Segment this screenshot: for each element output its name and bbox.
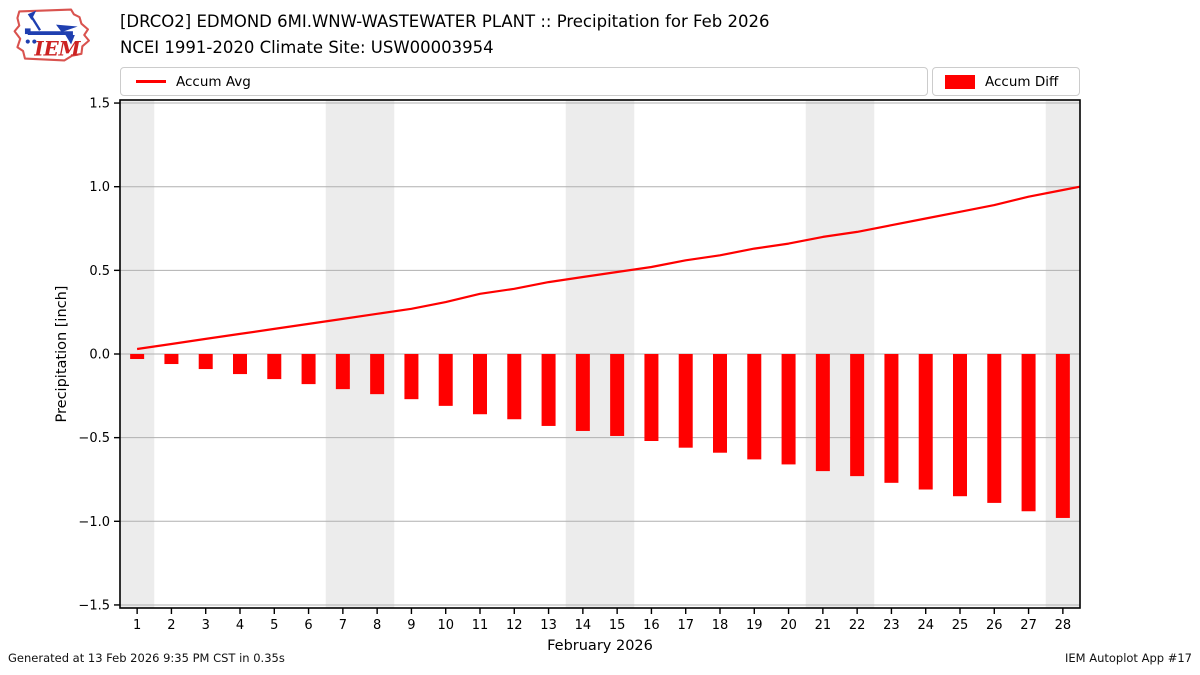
x-tick-label: 12 <box>506 618 523 633</box>
x-tick-label: 16 <box>643 618 660 633</box>
accum-avg-line-swatch-icon <box>136 80 166 83</box>
accum-diff-bar <box>884 354 899 483</box>
accum-diff-bar <box>713 354 727 453</box>
generated-timestamp: Generated at 13 Feb 2026 9:35 PM CST in … <box>8 651 285 665</box>
x-tick-label: 26 <box>986 618 1003 633</box>
x-tick-label: 18 <box>712 618 729 633</box>
accum-diff-bar <box>267 354 282 380</box>
accum-diff-bar-swatch-icon <box>945 74 975 89</box>
accum-diff-bar <box>1021 354 1036 512</box>
weather-vane-icon <box>24 10 78 45</box>
accum-diff-bar <box>404 354 419 400</box>
accum-diff-bar <box>370 354 385 395</box>
accum-diff-bar <box>747 354 762 460</box>
x-tick-label: 25 <box>952 618 969 633</box>
accum-diff-bar <box>850 354 865 477</box>
x-tick-label: 23 <box>883 618 900 633</box>
x-axis: 1 2 3 4 5 6 7 8 9 10 11 12 13 14 15 16 17 18 19 20 21 22 23 24 2… <box>133 608 1071 633</box>
y-tick-label: −0.5 <box>78 431 110 446</box>
accum-diff-bar <box>987 354 1002 503</box>
x-tick-label: 7 <box>339 618 347 633</box>
x-tick-label: 10 <box>437 618 454 633</box>
accum-diff-bar <box>130 354 145 360</box>
accum-diff-bar <box>438 354 453 406</box>
accum-diff-bar <box>575 354 590 431</box>
accum-diff-bar <box>918 354 933 490</box>
x-tick-label: 5 <box>270 618 278 633</box>
accum-diff-bar <box>233 354 247 375</box>
y-tick-label: −1.5 <box>78 598 110 613</box>
x-tick-label: 15 <box>609 618 626 633</box>
x-tick-label: 1 <box>133 618 141 633</box>
accum-diff-bar <box>678 354 693 448</box>
logo-text: IEM <box>33 37 81 61</box>
accum-diff-bar <box>815 354 830 472</box>
x-tick-label: 11 <box>472 618 489 633</box>
y-axis-label: Precipitation [inch] <box>54 286 70 423</box>
accum-diff-bar <box>541 354 556 426</box>
x-tick-label: 3 <box>202 618 210 633</box>
x-tick-label: 4 <box>236 618 244 633</box>
x-tick-label: 24 <box>917 618 934 633</box>
accum-diff-bar <box>953 354 967 497</box>
x-tick-label: 27 <box>1020 618 1037 633</box>
accum-avg-line <box>136 185 1081 351</box>
legend: Accum Avg Accum Diff <box>120 67 1080 96</box>
x-tick-label: 6 <box>304 618 312 633</box>
y-tick-label: 1.5 <box>89 97 110 112</box>
page-title: [DRCO2] EDMOND 6MI.WNW-WASTEWATER PLANT … <box>120 12 770 31</box>
x-tick-label: 22 <box>849 618 866 633</box>
app-credit: IEM Autoplot App #17 <box>1064 651 1192 665</box>
chart-header: [DRCO2] EDMOND 6MI.WNW-WASTEWATER PLANT … <box>120 9 769 60</box>
accum-diff-bar <box>164 354 179 365</box>
accum-diff-bar <box>644 354 659 441</box>
x-tick-label: 21 <box>815 618 832 633</box>
page-subtitle: NCEI 1991-2020 Climate Site: USW00003954 <box>120 37 494 57</box>
x-tick-label: 19 <box>746 618 763 633</box>
x-axis-label: February 2026 <box>547 638 653 654</box>
accum-diff-bars <box>130 354 1070 518</box>
accum-diff-bar <box>473 354 487 415</box>
y-tick-label: 1.0 <box>89 180 110 195</box>
y-tick-label: 0.5 <box>89 264 110 279</box>
x-tick-label: 20 <box>780 618 797 633</box>
x-tick-label: 2 <box>167 618 175 633</box>
legend-accum-diff-label: Accum Diff <box>985 73 1059 90</box>
y-tick-label: 0.0 <box>89 348 110 363</box>
legend-accum-avg: Accum Avg <box>120 67 928 96</box>
legend-accum-avg-label: Accum Avg <box>176 73 251 90</box>
accum-diff-bar <box>507 354 522 420</box>
x-tick-label: 14 <box>575 618 592 633</box>
accum-diff-bar <box>610 354 625 436</box>
x-tick-label: 8 <box>373 618 381 633</box>
accum-diff-bar <box>198 354 213 370</box>
x-tick-label: 28 <box>1055 618 1072 633</box>
x-tick-label: 13 <box>540 618 557 633</box>
x-tick-label: 9 <box>407 618 415 633</box>
iem-logo: IEM <box>13 8 90 62</box>
accum-diff-bar <box>335 354 350 390</box>
x-tick-label: 17 <box>677 618 694 633</box>
accum-diff-bar <box>1055 354 1070 518</box>
legend-accum-diff: Accum Diff <box>932 67 1080 96</box>
y-axis: −1.5 −1.0 −0.5 0.0 0.5 1.0 1.5 <box>78 97 120 613</box>
y-tick-label: −1.0 <box>78 515 110 530</box>
accum-diff-bar <box>301 354 316 385</box>
accum-diff-bar <box>781 354 796 465</box>
